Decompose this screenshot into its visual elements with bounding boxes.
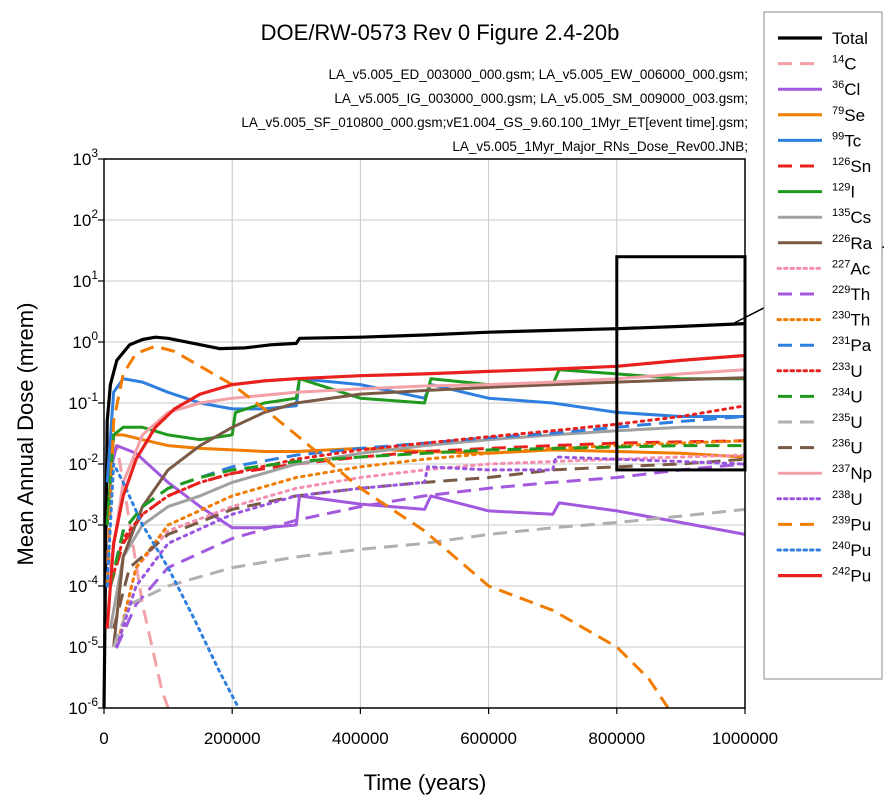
series-line-236u [112,457,746,629]
grid [103,158,746,709]
legend-label: 129I [832,182,855,202]
x-axis-label: Time (years) [364,770,487,795]
x-tick-label: 0 [99,729,108,748]
legend-label: 236U [832,438,863,458]
x-tick-label: 400000 [332,729,389,748]
x-tick-label: 200000 [204,729,261,748]
legend-label: 238U [832,489,863,509]
legend-label: 79Se [832,105,865,125]
series-line-237np [108,368,746,568]
y-tick-label: 10-2 [68,451,98,474]
legend-label: 242Pu [832,566,871,586]
zoom-box-rect [615,255,747,472]
y-tick-label: 102 [72,207,98,230]
legend-label: 233U [832,361,863,381]
legend-label: 234U [832,386,863,406]
series-line-238u [115,455,747,649]
series-line-135cs [108,425,745,629]
legend-label: 231Pa [832,335,872,355]
series-line-230th [115,439,747,649]
series-line-226ra [112,376,746,648]
series-line-234u [108,444,745,587]
legend-label: 36Cl [832,79,860,99]
y-tick-label: 10-4 [68,573,98,596]
file-note-1: LA_v5.005_ED_003000_000.gsm; LA_v5.005_E… [328,67,748,82]
file-note-3: LA_v5.005_SF_010800_000.gsm;vE1.004_GS_9… [241,115,748,130]
file-note-2: LA_v5.005_IG_003000_000.gsm; LA_v5.005_S… [334,91,748,106]
series-line-79se [105,433,746,526]
legend-label: 229Th [832,284,870,304]
chart-title: DOE/RW-0573 Rev 0 Figure 2.4-20b [261,20,620,45]
legend-label: 240Pu [832,540,871,560]
plot-frame [103,158,746,709]
y-tick-label: 10-1 [68,390,98,413]
y-tick-label: 101 [72,268,98,291]
legend-label: 230Th [832,310,870,330]
x-tick-label: 600000 [460,729,517,748]
x-tick-label: 1000000 [712,729,778,748]
legend-label: 99Tc [832,130,862,150]
file-note-4: LA_v5.005_1Myr_Major_RNs_Dose_Rev00.JNB; [452,139,748,154]
y-axis-label: Mean Annual Dose (mrem) [13,303,38,566]
x-axis-ticks: 0 200000 400000 600000 800000 1000000 [99,708,778,748]
series-line-14c [105,444,170,709]
y-axis-ticks: 103 102 101 100 10-1 10-2 10-3 10-4 10-5 10-6 [68,146,104,718]
x-tick-label: 800000 [588,729,645,748]
legend-label: 126Sn [832,156,871,176]
legend-label: 239Pu [832,514,871,534]
legend-label: 135Cs [832,207,871,227]
series-layer [102,322,747,710]
legend-label: 237Np [832,463,872,483]
series-line-227ac [115,453,747,649]
legend-label: Total [832,29,868,48]
series-line-235u [112,507,746,648]
legend-label: 226Ra [832,233,873,253]
series-line-129i [105,368,745,526]
series-line-240pu [105,462,241,710]
y-tick-label: 10-6 [68,695,98,718]
series-line-242pu [105,353,746,629]
legend-label: 235U [832,412,863,432]
series-line-total [102,322,746,709]
legend-label: 227Ac [832,258,871,278]
legend-label: 14C [832,54,857,74]
legend: Total 14C 36Cl 79Se 99Tc 126Sn 129I 135Cs 226Ra 2… [776,29,873,586]
series-line-239pu [105,344,670,709]
y-tick-label: 10-5 [68,634,98,657]
series-line-229th [115,462,746,648]
y-tick-label: 100 [72,329,98,352]
y-tick-label: 10-3 [68,512,98,535]
y-tick-label: 103 [72,146,98,169]
series-line-126sn [108,439,746,587]
series-line-233u [108,404,747,588]
